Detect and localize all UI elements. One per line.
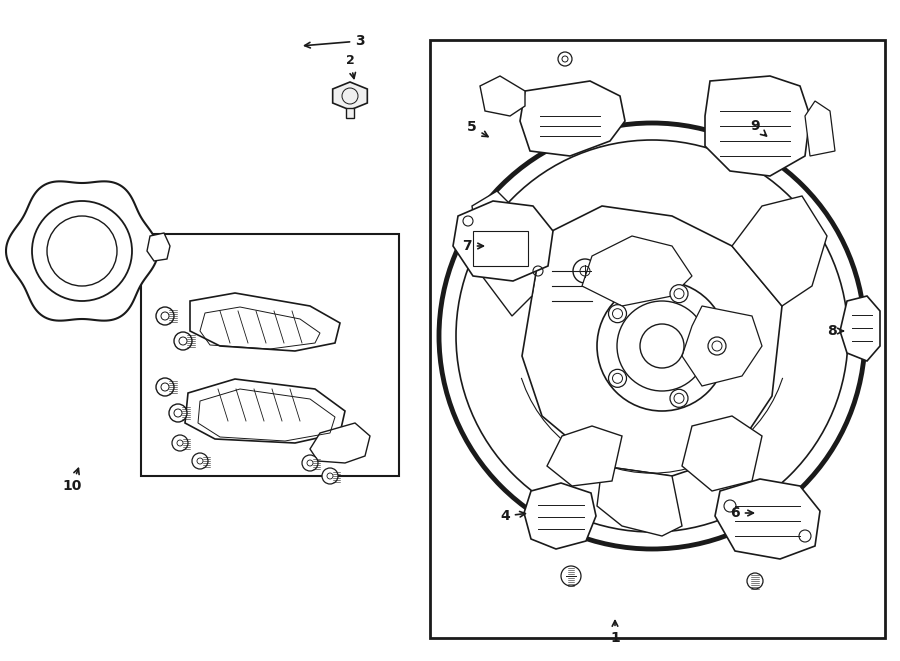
Circle shape — [608, 369, 626, 387]
Polygon shape — [185, 379, 345, 443]
Circle shape — [558, 52, 572, 66]
Text: 1: 1 — [610, 621, 620, 645]
Circle shape — [640, 324, 684, 368]
Circle shape — [747, 573, 763, 589]
Polygon shape — [732, 196, 827, 306]
Polygon shape — [715, 479, 820, 559]
Polygon shape — [547, 426, 622, 486]
Polygon shape — [582, 236, 692, 306]
Bar — [141, 234, 399, 476]
Polygon shape — [522, 206, 782, 476]
Text: 6: 6 — [730, 506, 753, 520]
Circle shape — [608, 305, 626, 323]
Text: 10: 10 — [62, 469, 82, 493]
Polygon shape — [705, 76, 810, 176]
Text: 5: 5 — [467, 120, 488, 137]
Polygon shape — [682, 306, 762, 386]
Polygon shape — [805, 101, 835, 156]
Bar — [430, 40, 885, 638]
Text: 2: 2 — [346, 54, 356, 79]
Circle shape — [174, 332, 192, 350]
Text: 3: 3 — [304, 34, 365, 48]
Circle shape — [156, 307, 174, 325]
Text: 8: 8 — [827, 324, 843, 338]
Polygon shape — [453, 201, 553, 281]
Circle shape — [561, 566, 581, 586]
Polygon shape — [6, 181, 158, 321]
Circle shape — [192, 453, 208, 469]
Circle shape — [156, 378, 174, 396]
Polygon shape — [524, 483, 596, 549]
Circle shape — [708, 337, 726, 355]
Text: 4: 4 — [500, 509, 526, 523]
Text: 9: 9 — [751, 119, 767, 136]
Polygon shape — [597, 466, 682, 536]
Polygon shape — [147, 233, 170, 261]
Circle shape — [302, 455, 318, 471]
Polygon shape — [480, 76, 525, 116]
Circle shape — [322, 468, 338, 484]
Polygon shape — [333, 82, 367, 110]
Circle shape — [172, 435, 188, 451]
Polygon shape — [310, 423, 370, 463]
Polygon shape — [190, 293, 340, 351]
Circle shape — [670, 285, 688, 303]
Circle shape — [670, 389, 688, 407]
Polygon shape — [472, 191, 542, 316]
Polygon shape — [682, 416, 762, 491]
Bar — [473, 231, 528, 266]
Bar — [346, 108, 354, 118]
Circle shape — [573, 259, 597, 283]
Polygon shape — [840, 296, 880, 361]
Ellipse shape — [597, 281, 727, 411]
Polygon shape — [520, 81, 625, 156]
Text: 7: 7 — [463, 239, 483, 253]
Circle shape — [169, 404, 187, 422]
